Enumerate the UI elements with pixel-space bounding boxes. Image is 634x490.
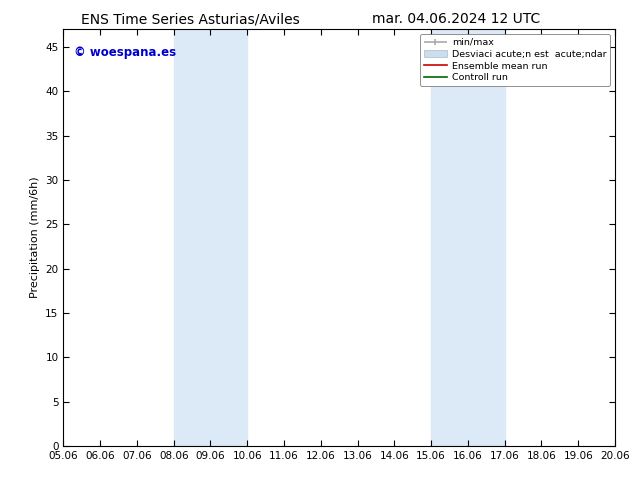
Text: ENS Time Series Asturias/Aviles: ENS Time Series Asturias/Aviles xyxy=(81,12,300,26)
Y-axis label: Precipitation (mm/6h): Precipitation (mm/6h) xyxy=(30,177,40,298)
Text: mar. 04.06.2024 12 UTC: mar. 04.06.2024 12 UTC xyxy=(372,12,541,26)
Bar xyxy=(431,29,505,446)
Bar xyxy=(174,29,247,446)
Text: © woespana.es: © woespana.es xyxy=(74,46,176,59)
Legend: min/max, Desviaci acute;n est  acute;ndar, Ensemble mean run, Controll run: min/max, Desviaci acute;n est acute;ndar… xyxy=(420,34,611,86)
